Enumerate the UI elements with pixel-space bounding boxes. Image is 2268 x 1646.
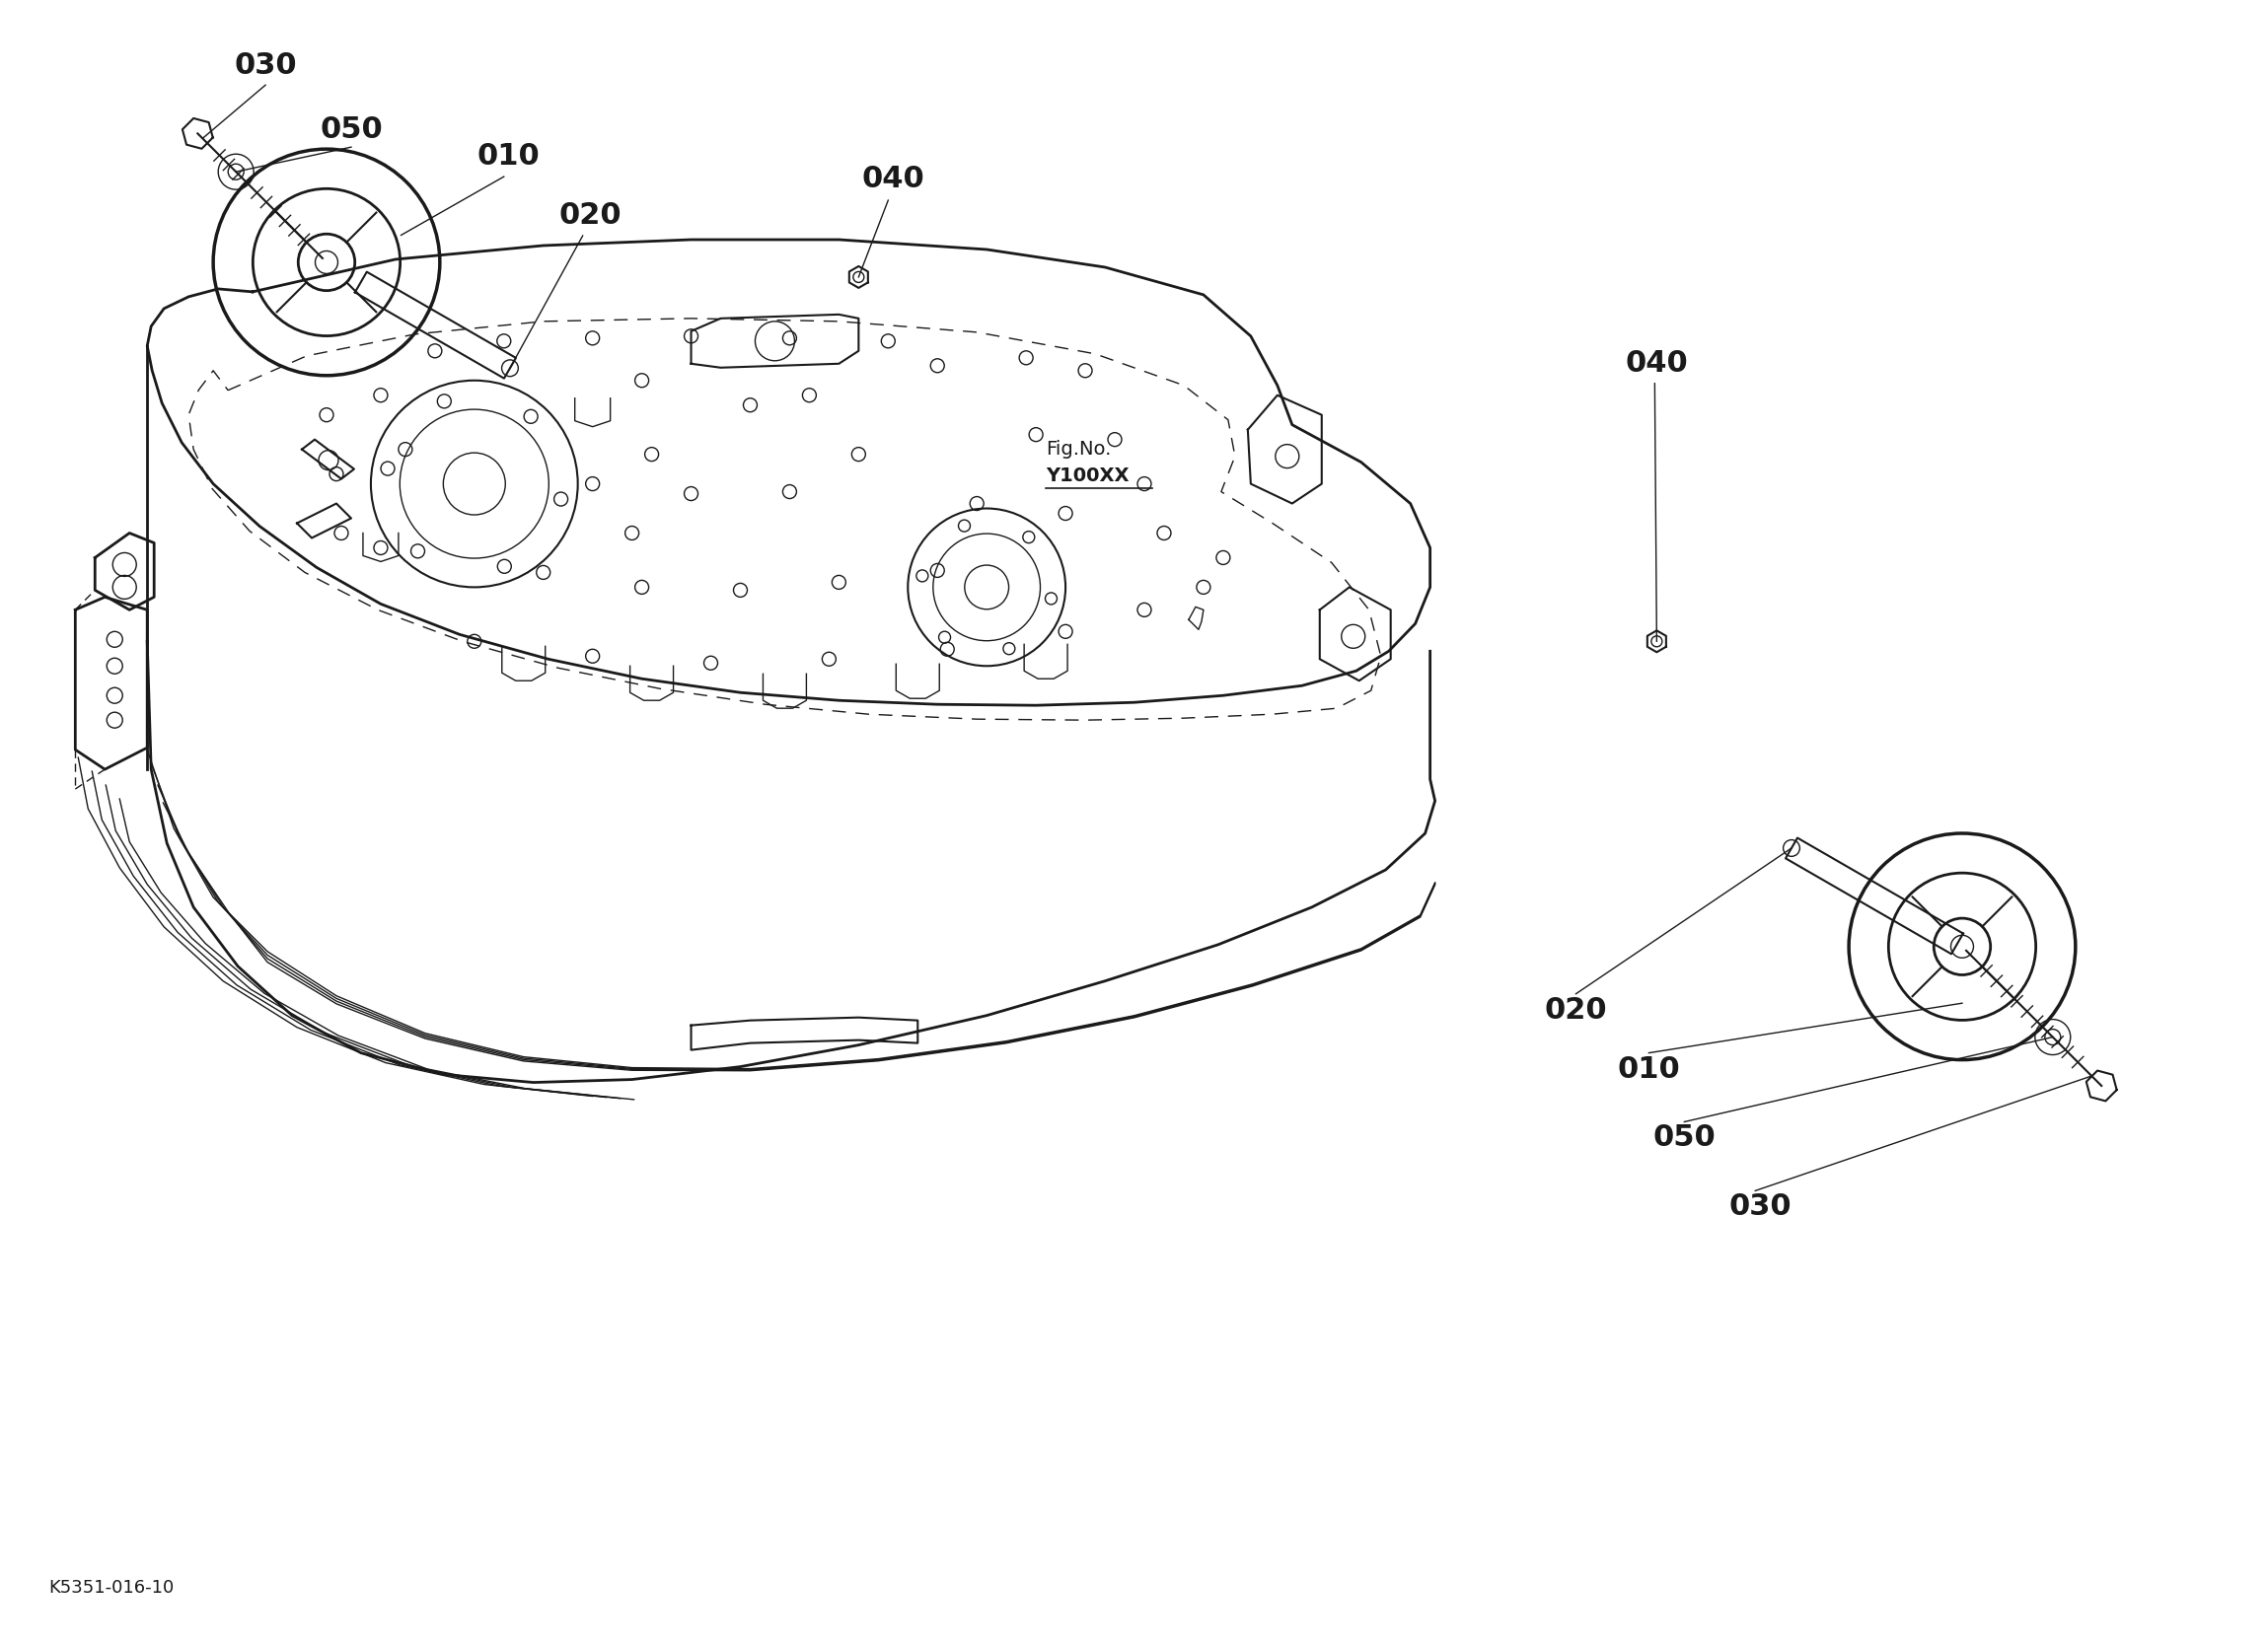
Text: 040: 040 xyxy=(862,165,925,193)
Text: Fig.No.: Fig.No. xyxy=(1046,439,1111,458)
Text: 010: 010 xyxy=(476,142,540,171)
Text: Y100XX: Y100XX xyxy=(1046,466,1129,486)
Text: 050: 050 xyxy=(320,115,383,145)
Text: K5351-016-10: K5351-016-10 xyxy=(48,1579,175,1597)
Text: 030: 030 xyxy=(234,51,297,81)
Text: 010: 010 xyxy=(1617,1055,1681,1083)
Text: 020: 020 xyxy=(560,201,621,230)
Text: 020: 020 xyxy=(1545,996,1608,1024)
Text: 030: 030 xyxy=(1728,1193,1792,1221)
Text: 050: 050 xyxy=(1653,1124,1717,1152)
Text: 040: 040 xyxy=(1626,349,1687,377)
